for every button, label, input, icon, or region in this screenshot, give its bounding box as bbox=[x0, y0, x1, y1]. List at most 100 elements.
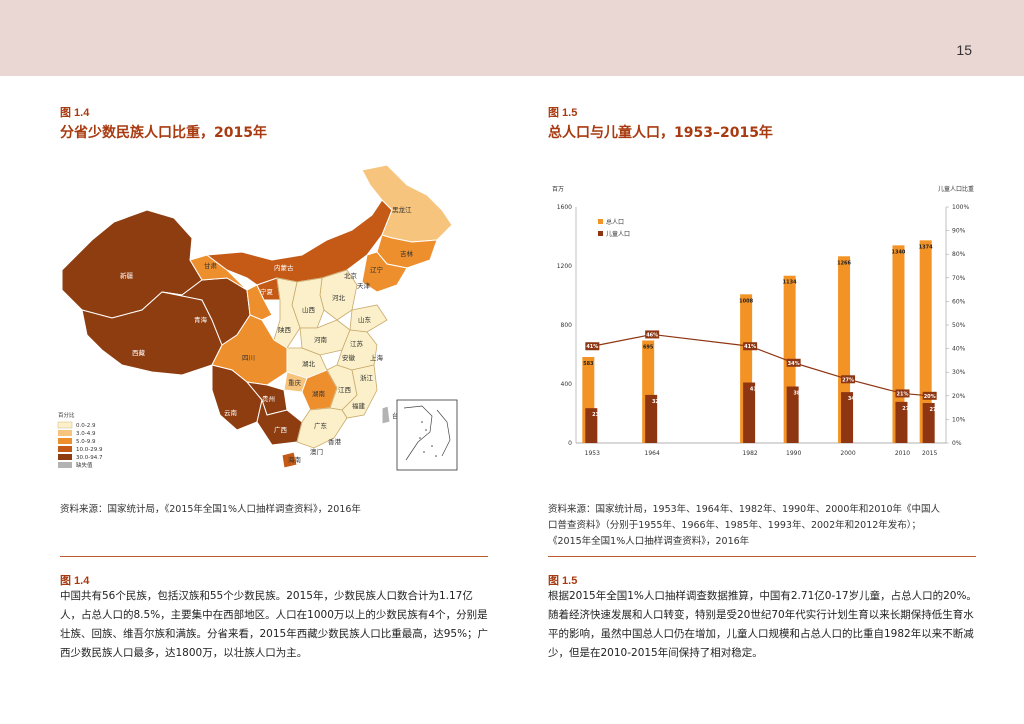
total-value-label-1990: 1134 bbox=[783, 280, 797, 286]
right-tick-label-0: 0% bbox=[952, 440, 962, 447]
child-bar-2015 bbox=[922, 403, 935, 443]
right-tick-label-6: 60% bbox=[952, 298, 966, 305]
note-1-5-label: 图 1.5 bbox=[548, 575, 578, 587]
child-bar-1953 bbox=[585, 408, 598, 443]
child-value-label-2010: 279 bbox=[902, 406, 913, 412]
total-value-label-2010: 1340 bbox=[892, 249, 906, 255]
right-tick-label-2: 20% bbox=[952, 393, 966, 400]
map-label-henan: 河南 bbox=[314, 335, 328, 344]
map-label-shandong: 山东 bbox=[358, 315, 372, 324]
right-tick-label-10: 100% bbox=[952, 204, 969, 211]
share-marker-1982 bbox=[743, 342, 758, 351]
x-axis-ticks: 1953 1964 1982 1990 2000 2010 2015 bbox=[585, 450, 938, 457]
x-tick-label-1990: 1990 bbox=[786, 450, 801, 457]
child-value-label-1990: 383 bbox=[793, 391, 804, 397]
right-divider bbox=[548, 556, 976, 557]
child-value-label-2000: 345 bbox=[848, 396, 859, 402]
note-1-4-label: 图 1.4 bbox=[60, 575, 90, 587]
map-legend: 百分比 0.0-2.9 3.0-4.9 5.0-9.9 10.0-29.9 30… bbox=[57, 411, 103, 469]
right-tick-label-1: 10% bbox=[952, 416, 966, 423]
legend-label-2: 5.0-9.9 bbox=[76, 439, 96, 445]
map-label-sichuan: 四川 bbox=[242, 354, 255, 362]
map-label-beijing: 北京 bbox=[344, 271, 358, 280]
legend-item-0: 0.0-2.9 bbox=[57, 421, 96, 429]
map-label-ningxia: 宁夏 bbox=[260, 287, 274, 296]
map-label-jiangxi: 江西 bbox=[338, 386, 352, 394]
chart-grid bbox=[575, 207, 947, 444]
child-bar-1990 bbox=[786, 386, 799, 443]
left-tick-label-3: 1200 bbox=[557, 263, 572, 270]
map-label-heilongjiang: 黑龙江 bbox=[392, 205, 412, 214]
right-axis-label: 儿童人口比重 bbox=[938, 185, 974, 193]
region-zhejiang-fujian bbox=[341, 364, 378, 419]
page-number: 15 bbox=[956, 42, 972, 58]
map-legend-title: 百分比 bbox=[58, 411, 75, 419]
left-tick-label-2: 800 bbox=[561, 322, 573, 329]
map-label-qinghai: 青海 bbox=[194, 315, 208, 324]
figure-1-4-source: 资料来源：国家统计局，《2015年全国1%人口抽样调查资料》，2016年 bbox=[60, 504, 361, 515]
x-tick-label-2015: 2015 bbox=[922, 450, 937, 457]
legend-swatch-child bbox=[598, 231, 603, 236]
share-label-1982: 41% bbox=[744, 344, 756, 350]
map-label-guizhou: 贵州 bbox=[262, 394, 275, 403]
map-label-liaoning: 辽宁 bbox=[370, 265, 384, 274]
share-label-2010: 21% bbox=[896, 391, 908, 397]
left-tick-label-4: 1600 bbox=[557, 204, 572, 211]
share-label-1953: 41% bbox=[586, 344, 598, 350]
map-label-fujian: 福建 bbox=[352, 401, 366, 410]
share-label-2000: 27% bbox=[842, 377, 854, 383]
region-hainan bbox=[281, 451, 298, 469]
legend-item-5: 缺失值 bbox=[58, 461, 93, 469]
legend-label-child: 儿童人口 bbox=[606, 230, 630, 238]
figure-1-5-title: 总人口与儿童人口，1953–2015年 bbox=[548, 125, 773, 141]
total-value-label-2015: 1374 bbox=[919, 244, 933, 250]
child-bar-1982 bbox=[743, 382, 756, 443]
x-tick-label-2000: 2000 bbox=[840, 450, 855, 457]
legend-item-2: 5.0-9.9 bbox=[58, 438, 96, 445]
note-1-4-text: 中国共有56个民族，包括汉族和55个少数民族。2015年，少数民族人口数合计为1… bbox=[60, 590, 489, 659]
map-label-inner-mongolia: 内蒙古 bbox=[274, 263, 294, 272]
legend-label-total: 总人口 bbox=[606, 218, 624, 226]
map-label-tibet: 西藏 bbox=[132, 348, 146, 357]
map-label-hebei: 河北 bbox=[332, 294, 346, 302]
child-value-label-2015: 271 bbox=[929, 407, 940, 413]
map-label-anhui: 安徽 bbox=[342, 353, 356, 362]
x-tick-label-1982: 1982 bbox=[742, 450, 757, 457]
child-value-label-1964: 326 bbox=[652, 399, 663, 405]
map-label-xinjiang: 新疆 bbox=[120, 271, 134, 280]
map-label-shanghai: 上海 bbox=[370, 353, 384, 362]
right-tick-label-4: 40% bbox=[952, 346, 966, 353]
legend-label-4: 30.0-94.7 bbox=[76, 455, 103, 461]
child-value-label-1953: 236 bbox=[592, 412, 603, 418]
left-axis-ticks: 0 400 800 1200 1600 bbox=[557, 204, 572, 447]
share-label-1964: 46% bbox=[646, 332, 658, 338]
left-axis-label: 百万 bbox=[552, 186, 564, 193]
legend-label-1: 3.0-4.9 bbox=[76, 431, 96, 437]
source-line-2: 口普查资料》（分别于1955年、1966年、1985年、1993年、2002年和… bbox=[548, 520, 922, 531]
map-label-hainan: 海南 bbox=[288, 455, 302, 464]
left-divider bbox=[60, 556, 488, 557]
right-tick-label-3: 30% bbox=[952, 369, 966, 376]
note-1-5-text: 根据2015年全国1%人口抽样调查数据推算，中国有2.71亿0-17岁儿童，占总… bbox=[548, 590, 977, 659]
left-tick-label-0: 0 bbox=[568, 440, 572, 447]
map-label-hubei: 湖北 bbox=[302, 359, 316, 368]
legend-item-4: 30.0-94.7 bbox=[58, 454, 103, 461]
right-tick-label-7: 70% bbox=[952, 275, 966, 282]
map-label-jilin: 吉林 bbox=[400, 249, 414, 258]
legend-label-5: 缺失值 bbox=[76, 461, 93, 469]
left-tick-label-1: 400 bbox=[561, 381, 573, 388]
map-label-jiangsu: 江苏 bbox=[350, 339, 364, 348]
right-tick-label-8: 80% bbox=[952, 251, 966, 258]
child-bar-2010 bbox=[895, 401, 908, 443]
right-tick-label-9: 90% bbox=[952, 228, 966, 235]
legend-item-3: 10.0-29.9 bbox=[58, 446, 103, 453]
source-line-1: 资料来源：国家统计局，1953年、1964年、1982年、1990年、2000年… bbox=[548, 504, 941, 515]
map-label-shanxi: 山西 bbox=[302, 305, 316, 314]
total-value-label-2000: 1266 bbox=[837, 260, 851, 266]
share-label-2015: 20% bbox=[924, 394, 936, 400]
right-tick-label-5: 50% bbox=[952, 322, 966, 329]
map-label-guangdong: 广东 bbox=[314, 421, 328, 430]
map-label-tianjin: 天津 bbox=[357, 282, 371, 290]
child-value-label-1982: 410 bbox=[750, 387, 761, 393]
share-marker-1990 bbox=[786, 358, 801, 367]
